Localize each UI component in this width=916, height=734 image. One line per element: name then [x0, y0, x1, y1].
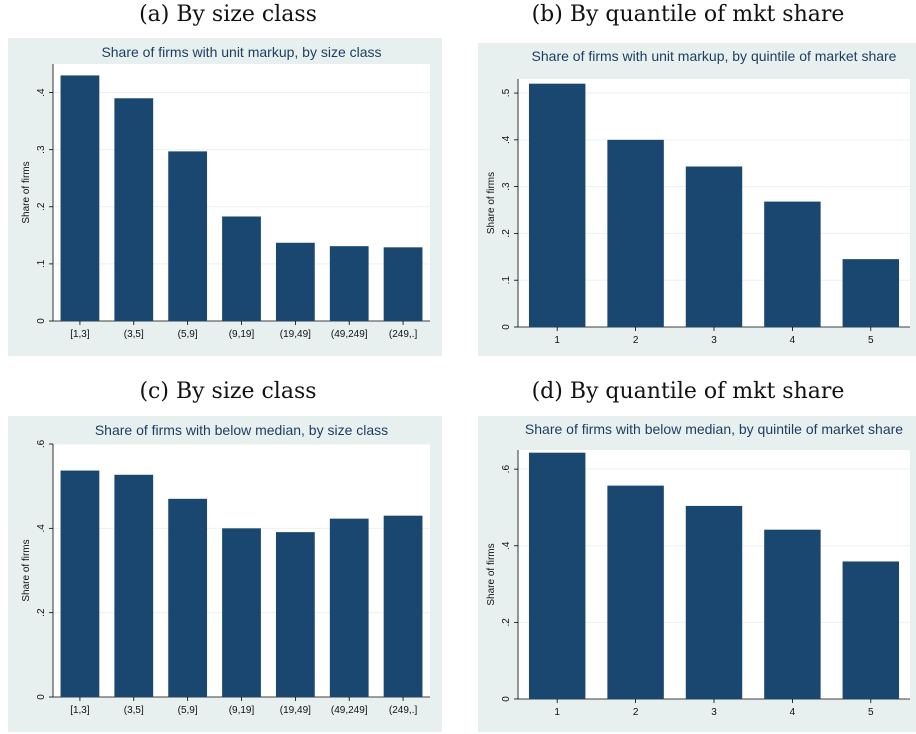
x-tick-label-c: (9,19]: [229, 705, 255, 716]
x-tick-label-d: 5: [868, 707, 874, 718]
bar-chart-d: Share of firms with below median, by qui…: [486, 421, 910, 718]
x-tick-label-c: (19,49]: [280, 705, 311, 716]
x-tick-label-a: (249,.]: [389, 329, 418, 340]
x-tick-label-d: 2: [633, 707, 639, 718]
bar-a-5: [275, 242, 315, 321]
y-tick-label-c: .4: [36, 524, 47, 533]
y-axis-title-b: Share of firms: [486, 172, 497, 234]
bar-d-2: [607, 485, 664, 699]
x-tick-label-d: 4: [790, 707, 796, 718]
panel-caption-a: (a) By size class: [139, 2, 317, 27]
y-axis-title-c: Share of firms: [21, 539, 32, 601]
x-tick-label-c: (249,.]: [389, 705, 418, 716]
bar-c-3: [168, 498, 208, 697]
x-tick-label-a: (49,249]: [331, 329, 368, 340]
bar-d-5: [842, 561, 900, 699]
chart-frame-a: Share of firms with unit markup, by size…: [8, 38, 442, 356]
y-tick-label-c: .6: [36, 439, 47, 448]
y-tick-label-b: 0: [501, 324, 512, 330]
panel-caption-d: (d) By quantile of mkt share: [531, 379, 845, 404]
y-tick-label-d: .4: [501, 541, 512, 550]
y-tick-label-c: 0: [36, 694, 47, 700]
y-tick-label-b: .5: [501, 88, 512, 97]
panel-caption-b: (b) By quantile of mkt share: [531, 2, 845, 27]
x-tick-label-a: (19,49]: [280, 329, 311, 340]
bar-d-4: [764, 529, 821, 699]
x-tick-label-c: (49,249]: [331, 705, 368, 716]
y-tick-label-b: .1: [501, 276, 512, 285]
y-tick-label-b: .3: [501, 182, 512, 191]
panel-b: (b) By quantile of mkt share Share of fi…: [460, 0, 916, 360]
y-tick-label-c: .2: [36, 608, 47, 617]
bar-a-1: [60, 75, 100, 321]
y-tick-label-b: .2: [501, 229, 512, 238]
chart-title-b: Share of firms with unit markup, by quin…: [532, 48, 897, 64]
bar-d-3: [685, 505, 743, 699]
x-tick-label-c: [1,3]: [70, 705, 90, 716]
chart-title-a: Share of firms with unit markup, by size…: [101, 44, 381, 60]
bar-c-6: [329, 518, 369, 697]
y-tick-label-a: .2: [36, 202, 47, 211]
bar-c-2: [114, 474, 154, 697]
bar-b-4: [764, 201, 821, 327]
y-tick-label-a: 0: [36, 318, 47, 324]
x-tick-label-a: (9,19]: [229, 329, 255, 340]
x-tick-label-c: (5,9]: [178, 705, 198, 716]
bar-c-4: [222, 528, 261, 697]
bar-a-7: [383, 247, 423, 321]
x-tick-label-b: 5: [868, 335, 874, 346]
x-tick-label-b: 1: [554, 335, 560, 346]
chart-frame-d: Share of firms with below median, by qui…: [478, 416, 916, 732]
x-tick-label-a: (3,5]: [124, 329, 144, 340]
bar-a-2: [114, 98, 154, 321]
bar-c-7: [383, 515, 423, 697]
bar-c-1: [60, 470, 100, 697]
panel-d: (d) By quantile of mkt share Share of fi…: [460, 376, 916, 734]
y-tick-label-a: .4: [36, 88, 47, 97]
y-tick-label-a: .3: [36, 145, 47, 154]
bar-d-1: [528, 452, 586, 699]
chart-frame-c: Share of firms with below median, by siz…: [8, 416, 442, 732]
panel-caption-c: (c) By size class: [139, 379, 317, 404]
bar-b-2: [607, 139, 664, 327]
chart-title-d: Share of firms with below median, by qui…: [525, 421, 903, 437]
y-tick-label-d: 0: [501, 696, 512, 702]
bar-b-5: [842, 259, 900, 327]
x-tick-label-b: 3: [711, 335, 717, 346]
y-tick-label-d: .2: [501, 618, 512, 627]
bar-a-4: [222, 216, 261, 321]
bar-a-3: [168, 151, 208, 321]
bar-chart-c: Share of firms with below median, by siz…: [21, 422, 430, 716]
bar-chart-a: Share of firms with unit markup, by size…: [21, 44, 430, 340]
x-tick-label-b: 4: [790, 335, 796, 346]
x-tick-label-c: (3,5]: [124, 705, 144, 716]
bar-a-6: [329, 246, 369, 321]
y-tick-label-a: .1: [36, 259, 47, 268]
y-axis-title-d: Share of firms: [486, 543, 497, 605]
chart-frame-b: Share of firms with unit markup, by quin…: [478, 43, 916, 356]
x-tick-label-d: 3: [711, 707, 717, 718]
y-axis-title-a: Share of firms: [21, 161, 32, 223]
panel-a: (a) By size class Share of firms with un…: [0, 0, 456, 360]
panel-c: (c) By size class Share of firms with be…: [0, 376, 456, 734]
chart-title-c: Share of firms with below median, by siz…: [95, 422, 388, 438]
x-tick-label-a: (5,9]: [178, 329, 198, 340]
x-tick-label-a: [1,3]: [70, 329, 90, 340]
x-tick-label-d: 1: [554, 707, 560, 718]
bar-c-5: [275, 532, 315, 697]
bar-chart-b: Share of firms with unit markup, by quin…: [486, 48, 910, 346]
y-tick-label-b: .4: [501, 135, 512, 144]
x-tick-label-b: 2: [633, 335, 639, 346]
bar-b-3: [685, 166, 743, 327]
bar-b-1: [528, 83, 586, 327]
y-tick-label-d: .6: [501, 465, 512, 474]
